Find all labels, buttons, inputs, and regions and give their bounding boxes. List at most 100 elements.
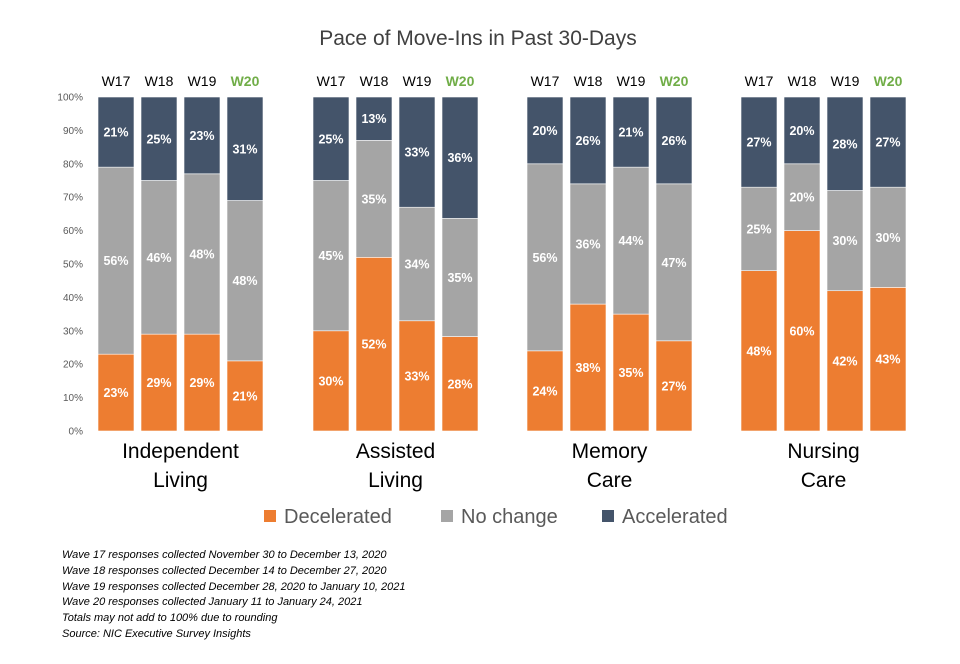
- category-label: Living: [368, 469, 423, 492]
- data-label: 43%: [875, 353, 900, 367]
- data-label: 30%: [875, 231, 900, 245]
- data-label: 56%: [532, 251, 557, 265]
- data-label: 26%: [575, 134, 600, 148]
- y-axis: 0% 10% 20% 30% 40% 50% 60% 70% 80% 90% 100%: [57, 93, 83, 438]
- legend-swatch: [441, 510, 453, 522]
- wave-label: W17: [317, 73, 346, 89]
- data-label: 52%: [361, 338, 386, 352]
- footnote-wave19: Wave 19 responses collected December 28,…: [62, 580, 406, 593]
- bar-segment: [655, 183, 693, 342]
- legend: Decelerated No change Accelerated: [264, 506, 728, 528]
- category-label: Care: [587, 469, 633, 492]
- bar-segment: [783, 163, 821, 231]
- legend-label: No change: [461, 506, 558, 528]
- bar-segment: [826, 190, 864, 292]
- wave-label: W17: [102, 73, 131, 89]
- data-label: 27%: [746, 136, 771, 150]
- data-label: 23%: [103, 386, 128, 400]
- data-label: 35%: [618, 366, 643, 380]
- data-label: 20%: [532, 124, 557, 138]
- y-tick-label: 10%: [63, 393, 83, 404]
- footnote-rounding: Totals may not add to 100% due to roundi…: [62, 612, 278, 625]
- bar-segment: [740, 270, 778, 432]
- bar-segment: [312, 96, 350, 181]
- bar-segment: [441, 96, 479, 219]
- wave-label: W19: [403, 73, 432, 89]
- data-label: 29%: [189, 376, 214, 390]
- data-label: 36%: [447, 151, 472, 165]
- bar-segment: [97, 166, 135, 355]
- data-label: 48%: [746, 344, 771, 358]
- data-label: 28%: [832, 137, 857, 151]
- data-label: 26%: [661, 134, 686, 148]
- wave-label: W19: [617, 73, 646, 89]
- wave-label: W19: [188, 73, 217, 89]
- bar-segment: [312, 330, 350, 432]
- y-tick-label: 0%: [69, 427, 84, 438]
- bar-segment: [441, 218, 479, 337]
- data-label: 21%: [103, 126, 128, 140]
- wave-label: W18: [788, 73, 817, 89]
- data-label: 13%: [361, 112, 386, 126]
- bar-segment: [97, 353, 135, 432]
- data-label: 35%: [361, 192, 386, 206]
- bar-segment: [783, 96, 821, 165]
- data-label: 48%: [232, 274, 257, 288]
- data-label: 36%: [575, 237, 600, 251]
- bar-segment: [355, 140, 393, 258]
- category-label: Living: [153, 469, 208, 492]
- bars: 23% 56% 21% 29% 46% 25% 29% 48% 23% 21% 48% 31% 30% 4…: [97, 96, 907, 432]
- legend-label: Accelerated: [622, 506, 728, 528]
- legend-swatch: [602, 510, 614, 522]
- data-label: 30%: [832, 234, 857, 248]
- data-label: 24%: [532, 384, 557, 398]
- bar-segment: [569, 183, 607, 305]
- wave-label: W20: [660, 73, 689, 89]
- footnotes: Wave 17 responses collected November 30 …: [62, 548, 405, 643]
- data-label: 48%: [189, 247, 214, 261]
- y-tick-label: 100%: [57, 93, 83, 104]
- bar-segment: [526, 163, 564, 352]
- y-tick-label: 70%: [63, 193, 83, 204]
- bar-segment: [869, 96, 907, 188]
- legend-swatch: [264, 510, 276, 522]
- category-label: Independent: [122, 440, 239, 463]
- wave-label: W19: [831, 73, 860, 89]
- data-label: 29%: [146, 376, 171, 390]
- data-label: 23%: [189, 129, 214, 143]
- data-label: 33%: [404, 369, 429, 383]
- wave-label: W20: [231, 73, 260, 89]
- bar-segment: [826, 96, 864, 191]
- bar-segment: [526, 350, 564, 432]
- data-label: 25%: [318, 132, 343, 146]
- bar-segment: [226, 360, 264, 432]
- wave-label: W20: [874, 73, 903, 89]
- bar-segment: [183, 96, 221, 175]
- data-label: 27%: [875, 136, 900, 150]
- category-label: Assisted: [356, 440, 435, 463]
- data-label: 33%: [404, 146, 429, 160]
- data-label: 25%: [746, 222, 771, 236]
- legend-label: Decelerated: [284, 506, 392, 528]
- wave-label: W17: [745, 73, 774, 89]
- category-label: Memory: [572, 440, 648, 463]
- data-label: 30%: [318, 374, 343, 388]
- y-tick-label: 90%: [63, 126, 83, 137]
- bar-segment: [526, 96, 564, 165]
- footnote-wave20: Wave 20 responses collected January 11 t…: [62, 596, 363, 609]
- data-label: 38%: [575, 361, 600, 375]
- bar-segment: [226, 200, 264, 362]
- bar-segment: [398, 206, 436, 322]
- data-label: 35%: [447, 271, 472, 285]
- wave-label: W20: [446, 73, 475, 89]
- bar-segment: [140, 180, 178, 335]
- bar-segment: [355, 257, 393, 432]
- bar-segment: [869, 186, 907, 288]
- bar-segment: [183, 333, 221, 432]
- data-label: 20%: [789, 191, 814, 205]
- y-tick-label: 30%: [63, 326, 83, 337]
- data-label: 46%: [146, 251, 171, 265]
- data-label: 21%: [232, 389, 257, 403]
- data-label: 45%: [318, 249, 343, 263]
- data-label: 44%: [618, 234, 643, 248]
